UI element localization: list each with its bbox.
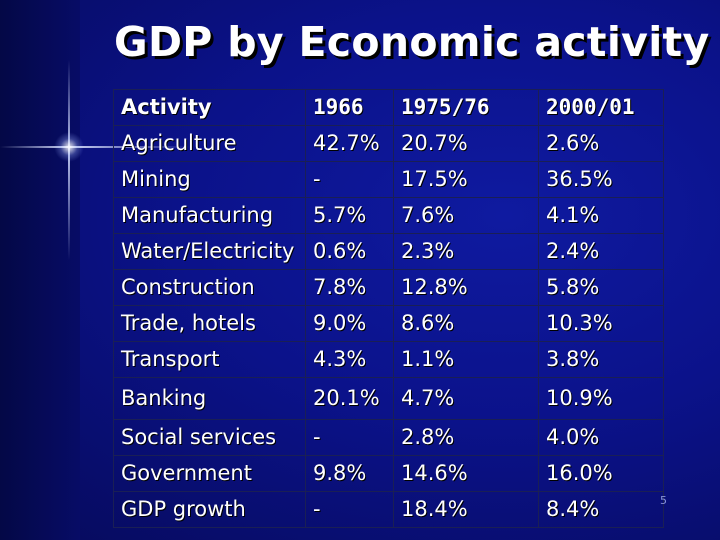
- table-row: Social services - 2.8% 4.0%: [113, 419, 664, 456]
- value-1975-76: 17.5%: [393, 161, 539, 198]
- table-row: Water/Electricity 0.6% 2.3% 2.4%: [113, 233, 664, 270]
- value-1975-76: 7.6%: [393, 197, 539, 234]
- activity-cell: Water/Electricity: [113, 233, 306, 270]
- value-1966: 9.8%: [305, 455, 394, 492]
- activity-cell: Banking: [113, 377, 306, 420]
- value-1966: -: [305, 491, 394, 528]
- value-2000-01: 36.5%: [538, 161, 664, 198]
- header-activity: Activity: [113, 89, 306, 126]
- value-2000-01: 8.4%: [538, 491, 664, 528]
- value-2000-01: 2.4%: [538, 233, 664, 270]
- value-2000-01: 5.8%: [538, 269, 664, 306]
- header-1966: 1966: [305, 89, 394, 126]
- left-dark-band: [0, 0, 80, 540]
- value-1975-76: 4.7%: [393, 377, 539, 420]
- value-2000-01: 10.3%: [538, 305, 664, 342]
- slide-title: GDP by Economic activity: [114, 18, 710, 66]
- table-row: Trade, hotels 9.0% 8.6% 10.3%: [113, 305, 664, 342]
- table-row: Construction 7.8% 12.8% 5.8%: [113, 269, 664, 306]
- page-number: 5: [660, 494, 667, 507]
- value-1966: -: [305, 419, 394, 456]
- activity-cell: GDP growth: [113, 491, 306, 528]
- header-2000-01: 2000/01: [538, 89, 664, 126]
- value-1966: 4.3%: [305, 341, 394, 378]
- value-1966: 0.6%: [305, 233, 394, 270]
- value-1966: 5.7%: [305, 197, 394, 234]
- value-2000-01: 3.8%: [538, 341, 664, 378]
- activity-cell: Transport: [113, 341, 306, 378]
- value-2000-01: 10.9%: [538, 377, 664, 420]
- table-header-row: Activity 1966 1975/76 2000/01: [113, 89, 664, 126]
- value-1975-76: 1.1%: [393, 341, 539, 378]
- activity-cell: Agriculture: [113, 125, 306, 162]
- gdp-table: Activity 1966 1975/76 2000/01 Agricultur…: [113, 89, 664, 528]
- activity-cell: Mining: [113, 161, 306, 198]
- value-1975-76: 8.6%: [393, 305, 539, 342]
- value-1975-76: 12.8%: [393, 269, 539, 306]
- value-1975-76: 18.4%: [393, 491, 539, 528]
- activity-cell: Construction: [113, 269, 306, 306]
- value-1966: 7.8%: [305, 269, 394, 306]
- value-1975-76: 20.7%: [393, 125, 539, 162]
- light-flare-horizontal: [0, 146, 190, 148]
- table-row: Transport 4.3% 1.1% 3.8%: [113, 341, 664, 378]
- value-1975-76: 2.3%: [393, 233, 539, 270]
- table-row: Banking 20.1% 4.7% 10.9%: [113, 377, 664, 420]
- value-1975-76: 14.6%: [393, 455, 539, 492]
- table-row: Mining - 17.5% 36.5%: [113, 161, 664, 198]
- value-2000-01: 2.6%: [538, 125, 664, 162]
- value-2000-01: 16.0%: [538, 455, 664, 492]
- activity-cell: Social services: [113, 419, 306, 456]
- value-1966: -: [305, 161, 394, 198]
- table-row: Government 9.8% 14.6% 16.0%: [113, 455, 664, 492]
- header-1975-76: 1975/76: [393, 89, 539, 126]
- table-row: Manufacturing 5.7% 7.6% 4.1%: [113, 197, 664, 234]
- value-1966: 9.0%: [305, 305, 394, 342]
- value-1966: 42.7%: [305, 125, 394, 162]
- value-1975-76: 2.8%: [393, 419, 539, 456]
- activity-cell: Trade, hotels: [113, 305, 306, 342]
- value-2000-01: 4.1%: [538, 197, 664, 234]
- table-row: Agriculture 42.7% 20.7% 2.6%: [113, 125, 664, 162]
- value-2000-01: 4.0%: [538, 419, 664, 456]
- value-1966: 20.1%: [305, 377, 394, 420]
- activity-cell: Government: [113, 455, 306, 492]
- table-row: GDP growth - 18.4% 8.4%: [113, 491, 664, 528]
- light-flare-glow: [54, 132, 84, 162]
- activity-cell: Manufacturing: [113, 197, 306, 234]
